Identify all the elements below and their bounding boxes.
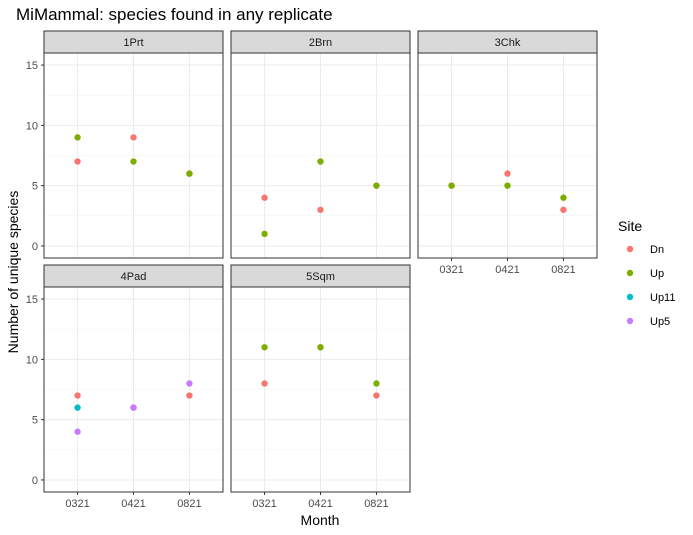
legend-label: Up5 — [650, 316, 670, 328]
point-Up11-0321 — [74, 404, 81, 411]
point-Up-0421 — [317, 344, 324, 351]
x-tick-label: 0821 — [551, 264, 575, 276]
point-Up5-0821 — [186, 380, 193, 387]
legend-swatch — [626, 269, 634, 277]
y-tick-label: 5 — [32, 181, 38, 193]
point-Up-0421 — [504, 182, 511, 189]
point-Up-0321 — [261, 344, 268, 351]
strip-label: 3Chk — [495, 37, 521, 49]
strip-background — [230, 264, 411, 288]
x-tick-label: 0321 — [65, 498, 89, 510]
point-Up-0421 — [130, 158, 137, 165]
legend-item-Up5: Up5 — [626, 316, 670, 328]
point-Up-0821 — [373, 182, 380, 189]
y-tick-label: 5 — [32, 415, 38, 427]
point-Dn-0421 — [317, 206, 324, 213]
x-tick-label: 0421 — [495, 264, 519, 276]
point-Dn-0821 — [560, 206, 567, 213]
point-Up-0821 — [560, 194, 567, 201]
legend-swatch — [626, 317, 634, 325]
legend-swatch — [626, 293, 634, 301]
chart-title: MiMammal: species found in any replicate — [16, 5, 333, 24]
y-tick-label: 10 — [26, 354, 38, 366]
point-Up-0821 — [373, 380, 380, 387]
point-Dn-0321 — [261, 194, 268, 201]
panel-1Prt: 1Prt 0 5 10 15 — [26, 30, 224, 259]
point-Dn-0821 — [186, 392, 193, 399]
x-tick-label: 0421 — [308, 498, 332, 510]
strip-label: 2Brn — [309, 37, 332, 49]
panel-4Pad: 4Pad 0 5 10 15 0321 0421 0821 — [26, 264, 224, 510]
legend-items: Dn Up Up11 Up5 — [626, 244, 675, 328]
y-tick-label: 15 — [26, 294, 38, 306]
x-tick-label: 0321 — [439, 264, 463, 276]
legend-item-Dn: Dn — [626, 244, 664, 256]
legend: Site Dn Up Up11 Up5 — [618, 218, 675, 328]
point-Up5-0321 — [74, 428, 81, 435]
legend-item-Up: Up — [626, 268, 664, 280]
x-tick-label: 0321 — [252, 498, 276, 510]
point-Up-0821 — [186, 170, 193, 177]
point-Up-0321 — [261, 230, 268, 238]
point-Up-0321 — [448, 182, 455, 189]
strip-background — [43, 264, 224, 288]
point-Up5-0421 — [130, 404, 137, 411]
point-Dn-0421 — [130, 134, 137, 141]
y-axis-title: Number of unique species — [5, 191, 21, 354]
legend-swatch — [626, 245, 634, 253]
strip-background — [230, 30, 411, 54]
legend-item-Up11: Up11 — [626, 292, 675, 304]
y-tick-label: 10 — [26, 120, 38, 132]
panel-2Brn: 2Brn — [230, 30, 411, 259]
y-tick-label: 0 — [32, 241, 38, 253]
panels-layer: 1Prt 0 5 10 15 2Brn 3Chk 0321 0421 0821 4Pad 0 5 10 15… — [26, 30, 598, 510]
point-Dn-0321 — [261, 380, 268, 387]
legend-label: Up — [650, 268, 664, 280]
point-Dn-0321 — [74, 158, 81, 165]
point-Up-0321 — [74, 134, 81, 141]
panel-5Sqm: 5Sqm 0321 0421 0821 — [230, 264, 411, 510]
strip-label: 1Prt — [123, 37, 143, 49]
strip-background — [43, 30, 224, 54]
legend-title: Site — [618, 218, 642, 234]
point-Dn-0421 — [504, 170, 511, 177]
legend-label: Dn — [650, 244, 664, 256]
point-Up-0421 — [317, 158, 324, 165]
y-tick-label: 15 — [26, 60, 38, 72]
x-tick-label: 0821 — [364, 498, 388, 510]
x-tick-label: 0421 — [121, 498, 145, 510]
strip-label: 4Pad — [121, 271, 147, 283]
panel-3Chk: 3Chk 0321 0421 0821 — [417, 30, 598, 276]
x-tick-label: 0821 — [177, 498, 201, 510]
strip-label: 5Sqm — [306, 271, 335, 283]
point-Dn-0321 — [74, 392, 81, 399]
x-axis-title: Month — [301, 512, 340, 528]
point-Dn-0821 — [373, 392, 380, 399]
legend-label: Up11 — [650, 292, 675, 304]
y-tick-label: 0 — [32, 475, 38, 487]
strip-background — [417, 30, 598, 54]
